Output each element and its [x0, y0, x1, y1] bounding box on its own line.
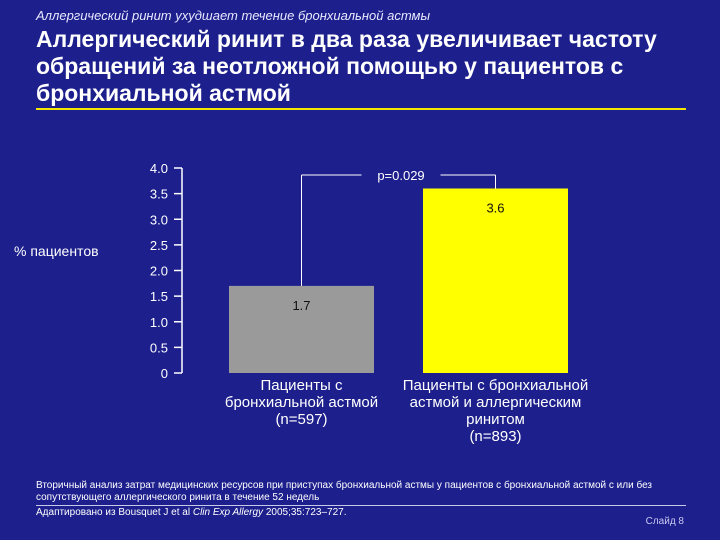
source-suffix: 2005;35:723–727. — [263, 507, 347, 518]
category-label: астмой и аллергическим — [410, 394, 582, 411]
category-label: (n=597) — [275, 411, 327, 428]
category-label: ринитом — [466, 411, 525, 428]
footnote: Вторичный анализ затрат медицинских ресу… — [36, 480, 653, 503]
y-tick-label: 1.5 — [150, 289, 168, 304]
y-tick-label: 3.5 — [150, 187, 168, 202]
source-prefix: Адаптировано из Bousquet J et al — [36, 507, 193, 518]
bar-chart: 0 0.5 1.0 1.5 2.0 2.5 3.0 3.5 4.0 1.7 Пациенты сб… — [14, 161, 589, 445]
significance-annotation: p=0.029 — [301, 168, 496, 286]
y-axis: 0 0.5 1.0 1.5 2.0 2.5 3.0 3.5 4.0 — [150, 161, 183, 381]
p-value-label: p=0.029 — [377, 168, 424, 183]
title-underline — [36, 108, 686, 110]
y-tick-label: 0 — [161, 366, 168, 381]
category-label: бронхиальной астмой — [225, 394, 378, 411]
bar-value-label: 1.7 — [292, 298, 310, 313]
slide-number: Слайд 8 — [645, 516, 684, 527]
y-axis-label: % пациентов — [14, 243, 99, 259]
y-tick-label: 2.0 — [150, 264, 168, 279]
y-tick-label: 3.0 — [150, 212, 168, 227]
slide-title: Аллергический ринит в два раза увеличива… — [36, 26, 657, 106]
source-journal: Clin Exp Allergy — [192, 507, 264, 518]
category-label: Пациенты с — [260, 377, 343, 394]
category-label: Пациенты с бронхиальной — [403, 377, 589, 394]
slide-subtitle: Аллергический ринит ухудшает течение бро… — [36, 8, 431, 23]
category-label: (n=893) — [469, 428, 521, 445]
footnote-divider — [36, 505, 686, 506]
bar — [423, 188, 568, 373]
y-tick-label: 0.5 — [150, 340, 168, 355]
bar — [229, 285, 374, 373]
source-citation: Адаптировано из Bousquet J et al Clin Ex… — [36, 507, 346, 518]
y-tick-label: 2.5 — [150, 238, 168, 253]
bar-value-label: 3.6 — [486, 201, 504, 216]
y-tick-label: 1.0 — [150, 315, 168, 330]
y-tick-label: 4.0 — [150, 161, 168, 176]
